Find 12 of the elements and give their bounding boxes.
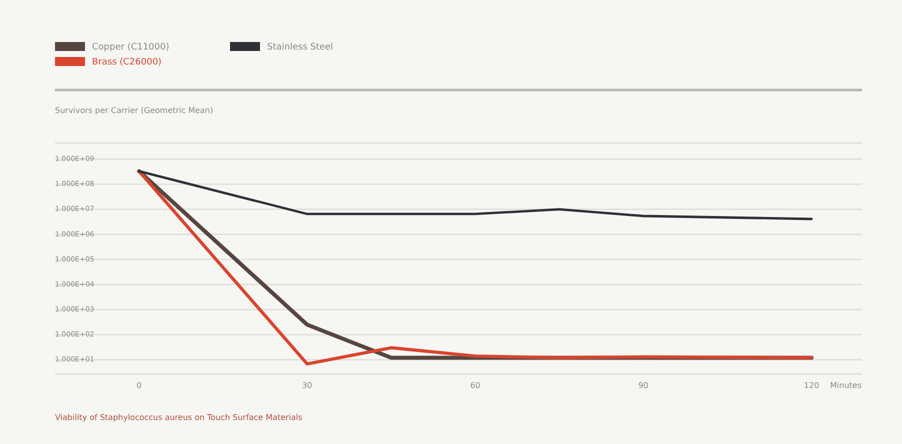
x-tick-label: 30 [302,381,312,390]
x-tick-label: 0 [136,381,142,390]
legend-label: Stainless Steel [267,42,334,52]
x-tick-label: 120 [804,381,820,390]
line-series [138,170,813,220]
y-axis-title: Survivors per Carrier (Geometric Mean) [55,106,214,115]
x-tick-label: 60 [470,381,480,390]
x-tick-label: 90 [638,381,649,390]
x-axis-title: Minutes [830,381,862,390]
legend-label: Copper (C11000) [92,42,170,52]
legend-label: Brass (C26000) [92,57,162,68]
text: Viability of Staphylococcus aureus on Touch Surface Materials [55,413,302,422]
